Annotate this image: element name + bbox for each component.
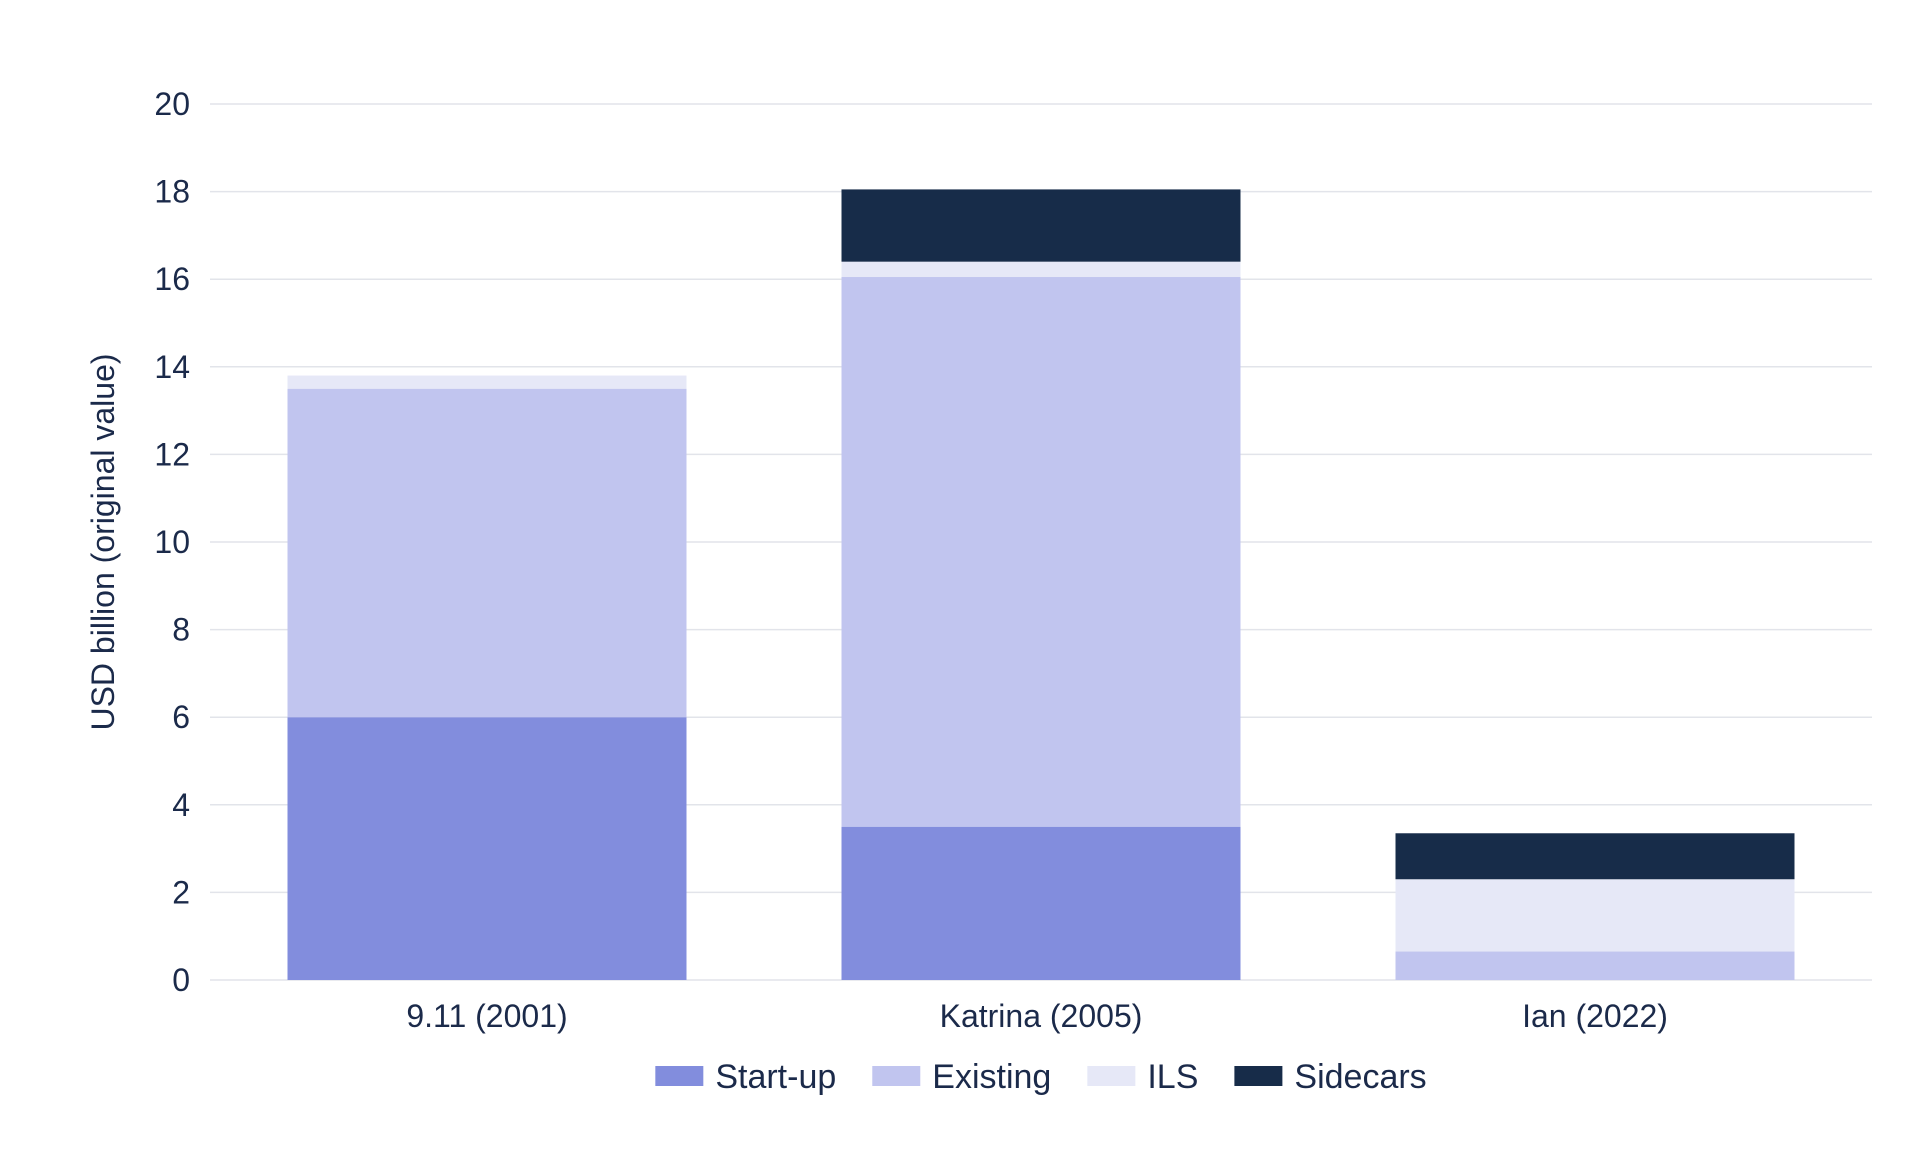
bars <box>287 189 1795 980</box>
y-axis-title: USD billion (original value) <box>85 353 121 730</box>
legend-swatch <box>1087 1066 1136 1086</box>
bar-segment-sidecars <box>1395 833 1795 880</box>
legend-swatch <box>655 1066 704 1086</box>
bar-segment-existing <box>287 388 687 718</box>
legend-item-sidecars: Sidecars <box>1234 1058 1427 1096</box>
legend-label: Sidecars <box>1294 1058 1426 1096</box>
legend-item-ils: ILS <box>1087 1058 1198 1096</box>
y-tick-label: 2 <box>172 874 190 910</box>
y-tick-label: 20 <box>154 86 190 122</box>
bar-segment-ils <box>1395 879 1795 952</box>
bar-segment-ils <box>287 375 687 389</box>
bar-segment-existing <box>841 277 1241 827</box>
legend-label: ILS <box>1147 1058 1198 1096</box>
x-tick-label: Ian (2022) <box>1522 998 1668 1034</box>
legend-swatch <box>872 1066 921 1086</box>
y-tick-label: 0 <box>172 962 190 998</box>
bar-segment-start-up <box>287 717 687 980</box>
y-tick-label: 10 <box>154 524 190 560</box>
bar-segment-ils <box>841 261 1241 278</box>
legend-item-existing: Existing <box>872 1058 1051 1096</box>
y-tick-label: 12 <box>154 436 190 472</box>
y-tick-label: 6 <box>172 699 190 735</box>
y-tick-label: 16 <box>154 261 190 297</box>
y-tick-label: 4 <box>172 787 190 823</box>
legend-label: Existing <box>932 1058 1051 1096</box>
y-axis: 0 2 4 6 8 10 12 14 16 18 20 <box>154 86 190 998</box>
bar-segment-sidecars <box>841 189 1241 262</box>
bar-segment-start-up <box>841 826 1241 980</box>
legend-swatch <box>1234 1066 1283 1086</box>
bar-segment-existing <box>1395 951 1795 980</box>
legend-item-start-up: Start-up <box>655 1058 836 1096</box>
legend-label: Start-up <box>715 1058 836 1096</box>
y-tick-label: 18 <box>154 174 190 210</box>
x-tick-label: Katrina (2005) <box>940 998 1143 1034</box>
y-tick-label: 14 <box>154 349 190 385</box>
legend: Start-up Existing ILS Sidecars <box>655 1058 1427 1096</box>
x-axis: 9.11 (2001) Katrina (2005) Ian (2022) <box>406 998 1668 1034</box>
x-tick-label: 9.11 (2001) <box>406 998 567 1034</box>
y-tick-label: 8 <box>172 612 190 648</box>
